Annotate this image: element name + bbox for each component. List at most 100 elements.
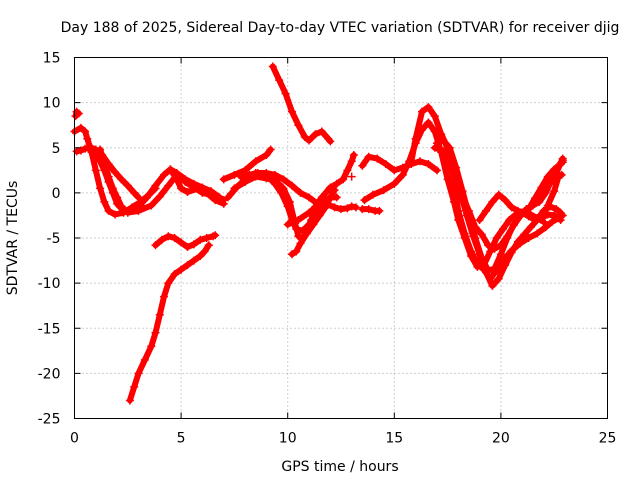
data-point [177, 238, 186, 247]
data-series [125, 241, 213, 405]
data-point [270, 170, 279, 179]
data-point [535, 197, 544, 206]
data-point [537, 183, 546, 192]
data-point [501, 261, 510, 270]
data-point [76, 123, 85, 132]
data-point [449, 172, 458, 181]
data-point [343, 166, 352, 175]
series-trace [126, 242, 212, 404]
x-axis-ticks: 0 5 10 15 20 25 [70, 57, 616, 447]
data-point [533, 214, 542, 223]
data-point [545, 179, 554, 188]
data-point [302, 229, 311, 238]
x-axis-label: GPS time / hours [281, 459, 398, 475]
data-point [460, 229, 469, 238]
data-point [539, 206, 548, 215]
data-point [379, 186, 388, 195]
data-series [347, 172, 356, 181]
data-point [183, 261, 192, 270]
data-layer [70, 62, 567, 405]
data-point [160, 170, 169, 179]
data-point [330, 203, 339, 212]
data-point [443, 157, 452, 166]
data-point [241, 178, 250, 187]
y-tick-label: 5 [52, 141, 61, 157]
data-point [183, 187, 192, 196]
data-point [492, 234, 501, 242]
y-axis-label: SDTVAR / TECUs [5, 181, 21, 296]
data-point [98, 150, 107, 159]
data-point [200, 247, 209, 256]
data-point [477, 230, 486, 239]
data-point [315, 211, 324, 220]
data-point [339, 175, 348, 184]
data-point [477, 253, 486, 262]
data-point [550, 187, 559, 196]
data-point [189, 256, 198, 265]
data-point [157, 235, 166, 244]
data-point [418, 107, 427, 116]
data-series [151, 231, 220, 252]
y-tick-label: -20 [38, 366, 61, 382]
data-point [140, 355, 149, 364]
data-point [305, 136, 314, 145]
data-point [424, 103, 433, 112]
data-point [236, 172, 245, 181]
y-tick-label: 0 [52, 186, 61, 202]
data-point [349, 150, 358, 159]
data-point [490, 264, 499, 273]
data-point [513, 206, 522, 215]
data-point [475, 215, 484, 224]
data-point [104, 172, 113, 181]
data-point [104, 206, 113, 215]
data-point [123, 208, 132, 217]
data-point [432, 166, 441, 175]
data-point [309, 220, 318, 229]
data-point [296, 239, 305, 248]
data-point [108, 184, 117, 193]
data-point [360, 196, 369, 205]
data-point [134, 202, 143, 211]
data-point [543, 201, 552, 210]
data-point [266, 145, 275, 154]
data-point [96, 145, 105, 154]
data-point [111, 210, 120, 219]
data-point [543, 210, 552, 219]
data-point [496, 250, 505, 259]
data-point [202, 188, 211, 197]
y-tick-label: -5 [47, 231, 61, 247]
data-point [134, 369, 143, 378]
data-series [166, 165, 228, 208]
data-point [281, 89, 290, 98]
data-point [91, 166, 100, 175]
data-point [262, 169, 271, 178]
data-point [484, 241, 493, 250]
data-point [454, 206, 463, 215]
data-point [219, 175, 228, 184]
data-point [471, 223, 480, 232]
data-point [147, 342, 156, 351]
data-point [151, 181, 160, 190]
data-point [76, 146, 85, 155]
chart-title: Day 188 of 2025, Sidereal Day-to-day VTE… [61, 20, 620, 36]
data-point [287, 181, 296, 190]
data-point [294, 121, 303, 130]
data-point [117, 202, 126, 211]
x-tick-label: 0 [70, 431, 79, 447]
data-point [130, 382, 139, 391]
data-point [351, 203, 360, 212]
data-point [155, 310, 164, 319]
data-point [296, 188, 305, 197]
data-point [305, 193, 314, 202]
data-point [164, 181, 173, 190]
data-series [268, 62, 335, 146]
series-trace [135, 166, 227, 210]
data-point [311, 130, 320, 139]
data-point [117, 175, 126, 184]
data-point [211, 196, 220, 205]
data-point [104, 159, 113, 168]
data-point [160, 292, 169, 301]
data-point [526, 210, 535, 219]
data-point [430, 112, 439, 121]
data-point [398, 170, 407, 179]
